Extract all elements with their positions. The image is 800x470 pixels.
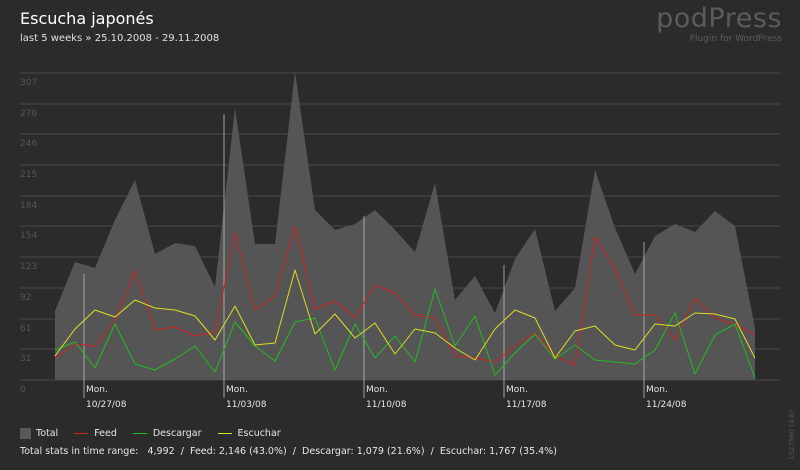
- y-tick-label-4: 123: [20, 262, 37, 272]
- legend-item-escuchar: Escuchar: [217, 428, 281, 439]
- x-tick-day-1: Mon.: [226, 385, 248, 395]
- totals-escuchar: Escuchar: 1,767 (35.4%): [439, 446, 557, 457]
- totals-label: Total stats in time range:: [20, 446, 139, 457]
- x-tick-day-3: Mon.: [506, 385, 528, 395]
- y-tick-label-6: 184: [20, 201, 37, 211]
- series-line-escuchar: [54, 269, 756, 361]
- legend-label-total: Total: [36, 428, 59, 439]
- legend-item-total: Total: [20, 428, 58, 439]
- y-tick-label-2: 61: [20, 324, 31, 334]
- series-line-feed: [54, 225, 756, 366]
- legend-item-feed: Feed: [74, 428, 117, 439]
- x-tick-date-4: 11/24/08: [646, 400, 687, 410]
- y-tick-label-7: 215: [20, 170, 37, 180]
- date-range-subtitle: last 5 weeks » 25.10.2008 - 29.11.2008: [20, 33, 220, 44]
- totals-feed: Feed: 2,146 (43.0%): [190, 446, 287, 457]
- legend-item-descargar: Descargar: [132, 428, 202, 439]
- brand-logo: podPress Plugin for WordPress: [656, 3, 782, 45]
- totals-sep-3: /: [430, 446, 434, 457]
- legend-label-escuchar: Escuchar: [237, 428, 281, 439]
- legend-label-descargar: Descargar: [152, 428, 202, 439]
- series-area-total: [55, 72, 755, 380]
- x-tick-date-2: 11/10/08: [366, 400, 407, 410]
- x-tick-date-3: 11/17/08: [506, 400, 547, 410]
- series-line-descargar: [54, 288, 756, 379]
- x-tick-date-1: 11/03/08: [226, 400, 267, 410]
- totals-sep-1: /: [180, 446, 184, 457]
- legend-swatch-total: [20, 428, 31, 439]
- legend-label-feed: Feed: [94, 428, 117, 439]
- y-tick-label-3: 92: [20, 293, 31, 303]
- chart-title: Escucha japonés: [20, 9, 154, 28]
- totals-sep-2: /: [292, 446, 296, 457]
- x-tick-day-2: Mon.: [366, 385, 388, 395]
- chart-legend: Total Feed Descargar Escuchar: [20, 428, 297, 439]
- stats-chart: 0 31 61 92 123 154 184 215 246 276 307 Mon. 10/27/08…: [20, 72, 780, 410]
- y-tick-label-8: 246: [20, 139, 37, 149]
- totals-summary: Total stats in time range: 4,992 / Feed:…: [20, 446, 557, 457]
- x-tick-day-0: Mon.: [86, 385, 108, 395]
- legend-swatch-feed: [74, 433, 89, 434]
- y-tick-label-1: 31: [20, 354, 31, 364]
- totals-descargar: Descargar: 1,079 (21.6%): [302, 446, 425, 457]
- y-tick-label-5: 154: [20, 231, 37, 241]
- totals-total: 4,992: [147, 446, 175, 457]
- side-version-note: 1327590 (4.6): [788, 410, 796, 460]
- y-tick-label-9: 276: [20, 109, 37, 119]
- y-tick-label-0: 0: [20, 385, 26, 395]
- brand-name: podPress: [656, 3, 782, 34]
- legend-swatch-descargar: [132, 433, 147, 434]
- y-tick-label-10: 307: [20, 78, 37, 88]
- x-tick-day-4: Mon.: [646, 385, 668, 395]
- x-tick-date-0: 10/27/08: [86, 400, 127, 410]
- brand-tagline: Plugin for WordPress: [689, 34, 782, 44]
- legend-swatch-escuchar: [217, 433, 232, 434]
